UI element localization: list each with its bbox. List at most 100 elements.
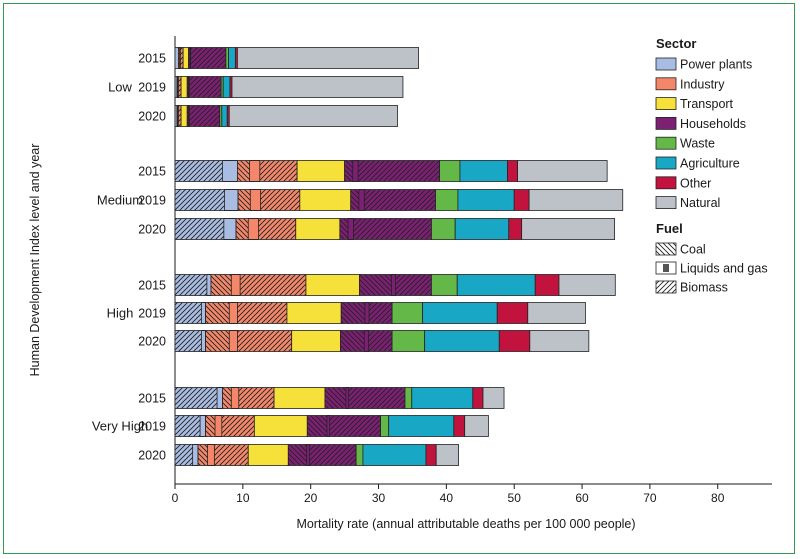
fuel-liquids-overlay (189, 47, 192, 69)
legend-label: Agriculture (680, 157, 740, 171)
year-label: 2019 (138, 81, 166, 95)
fuel-biomass-overlay (237, 302, 287, 324)
legend-label: Liquids and gas (680, 262, 768, 276)
legend-swatch-liquids-fill (663, 264, 669, 272)
bar-segment (472, 387, 483, 409)
legend-label: Transport (680, 97, 734, 111)
bar-segment (457, 189, 515, 211)
fuel-coal-overlay (198, 444, 208, 466)
bar-segment (388, 415, 454, 437)
fuel-coal-overlay (187, 76, 189, 98)
bar-segment-outline (482, 387, 505, 409)
legend-label: Biomass (680, 281, 728, 295)
legend-label: Waste (680, 137, 715, 151)
bar-segment (286, 302, 342, 324)
legend-label: Other (680, 176, 711, 190)
x-tick-label: 0 (172, 491, 179, 505)
legend-label: Households (680, 117, 746, 131)
fuel-coal-overlay (238, 189, 251, 211)
axis-labels: Mortality rate (annual attributable deat… (28, 144, 636, 531)
legend-swatch-coal (655, 242, 677, 256)
fuel-coal-overlay (341, 302, 365, 324)
bar-segment (457, 274, 536, 296)
bar-segment (183, 47, 189, 69)
bar-segment (225, 47, 229, 69)
fuel-biomass-overlay (260, 189, 300, 211)
x-tick-label: 20 (304, 491, 318, 505)
legend-swatch-industry (655, 77, 677, 91)
bar-segment (455, 218, 509, 240)
bar-segment (237, 47, 419, 69)
y-axis-label: Human Development Index level and year (28, 144, 42, 377)
x-tick-label: 30 (372, 491, 386, 505)
year-label: 2015 (138, 279, 166, 293)
bar-segment-outline (435, 444, 459, 466)
fuel-biomass-overlay (258, 218, 296, 240)
fuel-coal-overlay (210, 274, 232, 296)
fuel-coal-overlay (205, 415, 216, 437)
x-tick-label: 40 (440, 491, 454, 505)
bar-segment (380, 415, 389, 437)
fuel-biomass-overlay (309, 444, 357, 466)
bar-segment (181, 76, 188, 98)
year-label: 2020 (138, 449, 166, 463)
fuel-coal-overlay (205, 302, 230, 324)
fuel-biomass-overlay (353, 218, 432, 240)
fuel-biomass-overlay (175, 444, 193, 466)
bar-segment (529, 330, 589, 352)
bar-segment (235, 47, 238, 69)
fuel-coal-overlay (350, 189, 359, 211)
fuel-coal-overlay (178, 47, 180, 69)
bar-segment (499, 330, 530, 352)
bar-segment-outline (464, 415, 489, 437)
fuel-biomass-overlay (175, 387, 218, 409)
figure-frame (3, 3, 795, 554)
bar-segment (411, 387, 473, 409)
fuel-coal-overlay (339, 218, 348, 240)
fuel-biomass-overlay (189, 76, 222, 98)
bar-segment (175, 47, 179, 69)
fuel-coal-overlay (222, 387, 232, 409)
bar-segment (227, 105, 230, 127)
year-label: 2015 (138, 52, 166, 66)
fuel-biomass-overlay (259, 160, 298, 182)
fuel-coal-overlay (324, 387, 346, 409)
fuel-biomass-overlay (175, 218, 224, 240)
bar-segment-outline (527, 302, 586, 324)
legend-swatch-other (655, 176, 677, 190)
bar-segment (422, 302, 498, 324)
bar-segment-outline (529, 330, 590, 352)
bar-segment (436, 444, 459, 466)
fuel-coal-overlay (307, 415, 327, 437)
legend-swatch-waste (655, 136, 677, 150)
legend-swatch-agriculture (655, 156, 677, 170)
x-tick-label: 60 (575, 491, 589, 505)
fuel-biomass-overlay (240, 274, 306, 296)
fuel-biomass-overlay (178, 105, 182, 127)
legend: Sector Power plants Industry Transport House… (655, 36, 768, 295)
bar-segment (507, 160, 518, 182)
bar-segment-outline (521, 218, 616, 240)
bar-segment (453, 415, 465, 437)
bar-segment (497, 302, 528, 324)
fuel-biomass-overlay (395, 274, 432, 296)
fuel-biomass-overlay (175, 330, 202, 352)
legend-label: Power plants (680, 58, 752, 72)
bar-segment (431, 218, 456, 240)
fuel-coal-overlay (205, 330, 230, 352)
bar-segment-outline (231, 76, 404, 98)
fuel-coal-overlay (340, 330, 365, 352)
legend-swatch-power-plants (655, 57, 677, 71)
fuel-biomass-overlay (175, 302, 202, 324)
fuel-biomass-overlay (364, 189, 436, 211)
axes: 0 10 20 30 40 50 60 70 80 (172, 36, 772, 505)
fuel-coal-overlay (237, 160, 250, 182)
fuel-biomass-overlay (358, 160, 440, 182)
bar-segment (459, 160, 508, 182)
year-label: 2015 (138, 165, 166, 179)
fuel-liquids-overlay (188, 76, 190, 98)
legend-label: Industry (680, 77, 725, 91)
fuel-biomass-overlay (214, 444, 249, 466)
year-label: 2015 (138, 392, 166, 406)
